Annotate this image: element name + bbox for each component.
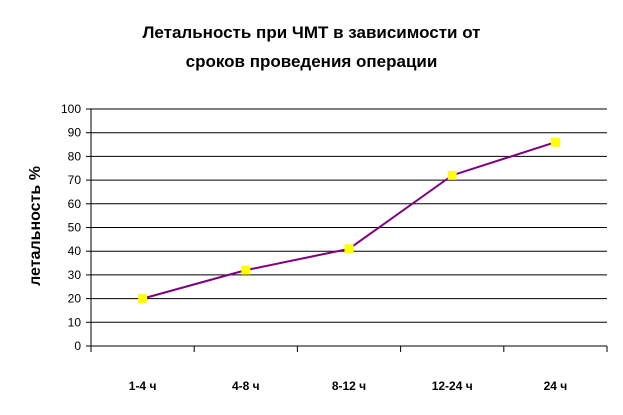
grid-lines [91,108,607,323]
x-tick-label: 1-4 ч [129,379,157,393]
x-tick-label: 12-24 ч [432,379,473,393]
x-tick-label: 4-8 ч [232,379,260,393]
series-group [138,137,560,304]
y-tick-label: 100 [61,102,81,116]
data-point [550,137,560,147]
x-tick-label: 24 ч [544,379,568,393]
x-tick-label: 8-12 ч [332,379,366,393]
y-tick-label: 50 [68,221,82,235]
y-tick-label: 80 [68,149,82,163]
data-point [138,294,148,304]
data-point [447,170,457,180]
y-axis-label: летальность % [27,166,44,286]
y-tick-label: 60 [68,197,82,211]
y-tick-label: 70 [68,173,82,187]
y-tick-label: 30 [68,268,82,282]
chart-title: Летальность при ЧМТ в зависимости от сро… [0,18,623,76]
chart-title-line-1: Летальность при ЧМТ в зависимости от [142,23,481,42]
x-tick-labels: 1-4 ч 4-8 ч 8-12 ч 12-24 ч 24 ч [129,379,567,393]
y-tick-label: 10 [68,315,82,329]
y-tick-labels: 0 10 20 30 40 50 60 70 80 90 100 [61,102,81,353]
y-tick-label: 90 [68,126,82,140]
y-tick-label: 0 [74,339,81,353]
data-point [344,244,354,254]
y-tick-label: 20 [68,292,82,306]
y-tick-label: 40 [68,244,82,258]
axes [86,108,608,352]
chart-title-line-2: сроков проведения операции [185,52,438,71]
data-point [241,265,251,275]
